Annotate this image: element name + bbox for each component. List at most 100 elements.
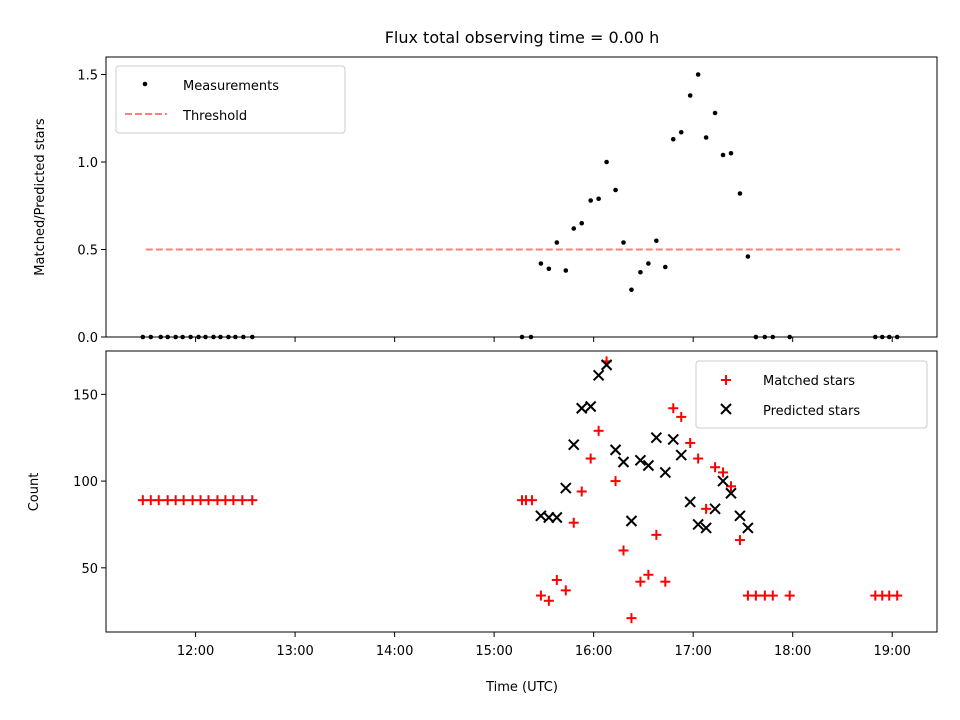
predicted-star-point [600,359,613,371]
legend-marker-measurements [142,81,148,87]
matched-star-point [676,411,687,422]
matched-star-point [693,453,704,464]
matched-star-point [784,590,795,601]
matched-star-point [750,590,761,601]
measurement-point [737,191,743,196]
predicted-star-point [667,433,679,446]
predicted-star-point [717,475,729,487]
bottom-x-tick-label: 18:00 [774,644,811,659]
bottom-x-tick-label: 14:00 [376,644,413,659]
legend-label-matched-stars: Matched stars [763,374,855,389]
measurement-point [638,269,643,275]
measurement-point [720,152,726,158]
predicted-star-point [692,518,704,531]
bottom-plot-frame [105,350,938,633]
bottom-x-tick-label: 16:00 [575,644,612,659]
bottom-y-tick-label: 50 [81,562,98,577]
matched-star-point [237,495,248,506]
matched-star-point [568,517,579,528]
predicted-star-point [625,515,638,527]
measurement-point [646,261,651,266]
matched-star-point [718,467,729,478]
bottom-y-tick-label: 150 [73,388,98,403]
measurement-point [579,220,585,226]
predicted-star-point [642,459,655,472]
matched-star-point [892,590,903,601]
measurement-point [745,254,751,259]
legend-marker-matched-stars [721,375,731,385]
bottom-subplot: 50 100 150 12:00 13:00 14:00 15:00 16:00 17:00 1… [27,350,938,695]
measurement-point [538,261,544,266]
predicted-star-point [675,449,687,461]
matched-star-point [551,574,562,585]
matched-star-point [701,503,712,514]
matched-star-point [585,453,596,464]
measurement-point [613,187,618,193]
predicted-star-point [734,510,746,522]
predicted-star-point [742,522,754,534]
matched-star-point [710,462,721,473]
bottom-x-tick-label: 12:00 [177,644,214,659]
predicted-star-point [609,444,622,456]
measurement-point [654,238,659,244]
matched-star-point [767,590,778,601]
predicted-star-point [617,456,630,468]
top-subplot: Flux total observing time = 0.00 h 0.00.… [33,28,938,346]
predicted-star-point [592,369,605,381]
legend-marker-predicted-stars [720,403,732,415]
predicted-star-point [584,400,597,413]
predicted-star-point [560,482,572,494]
top-legend: Measurements Threshold [115,65,346,134]
top-y-tick-label: 1.0 [77,156,98,171]
matched-star-point [576,486,587,497]
measurement-point [695,72,701,77]
bottom-series-layer [137,356,903,624]
measurement-point [571,226,577,231]
bottom-legend: Matched stars Predicted stars [695,360,928,429]
top-y-tick-label: 0.5 [77,244,98,259]
bottom-y-axis: 50 100 150 [73,388,106,577]
predicted-star-point [659,466,672,479]
bottom-y-tick-label: 100 [73,475,98,490]
bottom-x-tick-label: 13:00 [276,644,313,659]
legend-label-threshold: Threshold [182,109,247,124]
measurement-point [703,135,709,140]
matched-star-point [593,425,604,436]
bottom-x-tick-label: 17:00 [674,644,711,659]
top-legend-box [115,65,346,134]
top-plot-frame [105,56,938,338]
matched-star-point [247,495,258,506]
measurement-point [621,240,626,245]
predicted-star-point [684,496,696,508]
measurement-point [629,287,634,293]
matched-star-point [543,595,554,606]
matched-star-point [153,495,164,506]
matched-star-point [635,576,646,587]
measurement-point [588,198,593,203]
bottom-x-tick-label: 15:00 [475,644,512,659]
matched-star-point [560,585,571,596]
chart-title: Flux total observing time = 0.00 h [385,28,660,47]
measurement-point [604,159,609,165]
matched-star-point [610,476,621,487]
bottom-x-axis: 12:00 13:00 14:00 15:00 16:00 17:00 18:00 19:00 [177,632,911,659]
matched-star-point [643,569,654,580]
matched-star-point [685,437,696,448]
predicted-star-point [634,454,647,466]
bottom-y-axis-label: Count [27,473,42,512]
matched-star-point [228,495,239,506]
measurement-point [663,264,668,270]
predicted-star-point [576,402,588,414]
matched-star-point [203,495,214,506]
legend-label-predicted-stars: Predicted stars [763,404,860,419]
predicted-star-point [568,438,580,451]
matched-star-point [526,495,537,506]
matched-star-point [651,529,662,540]
measurement-point [728,150,734,156]
measurement-point [554,240,560,245]
matched-star-point [668,403,679,414]
measurement-point [712,110,718,116]
legend-label-measurements: Measurements [183,79,279,94]
bottom-legend-box [695,360,928,429]
